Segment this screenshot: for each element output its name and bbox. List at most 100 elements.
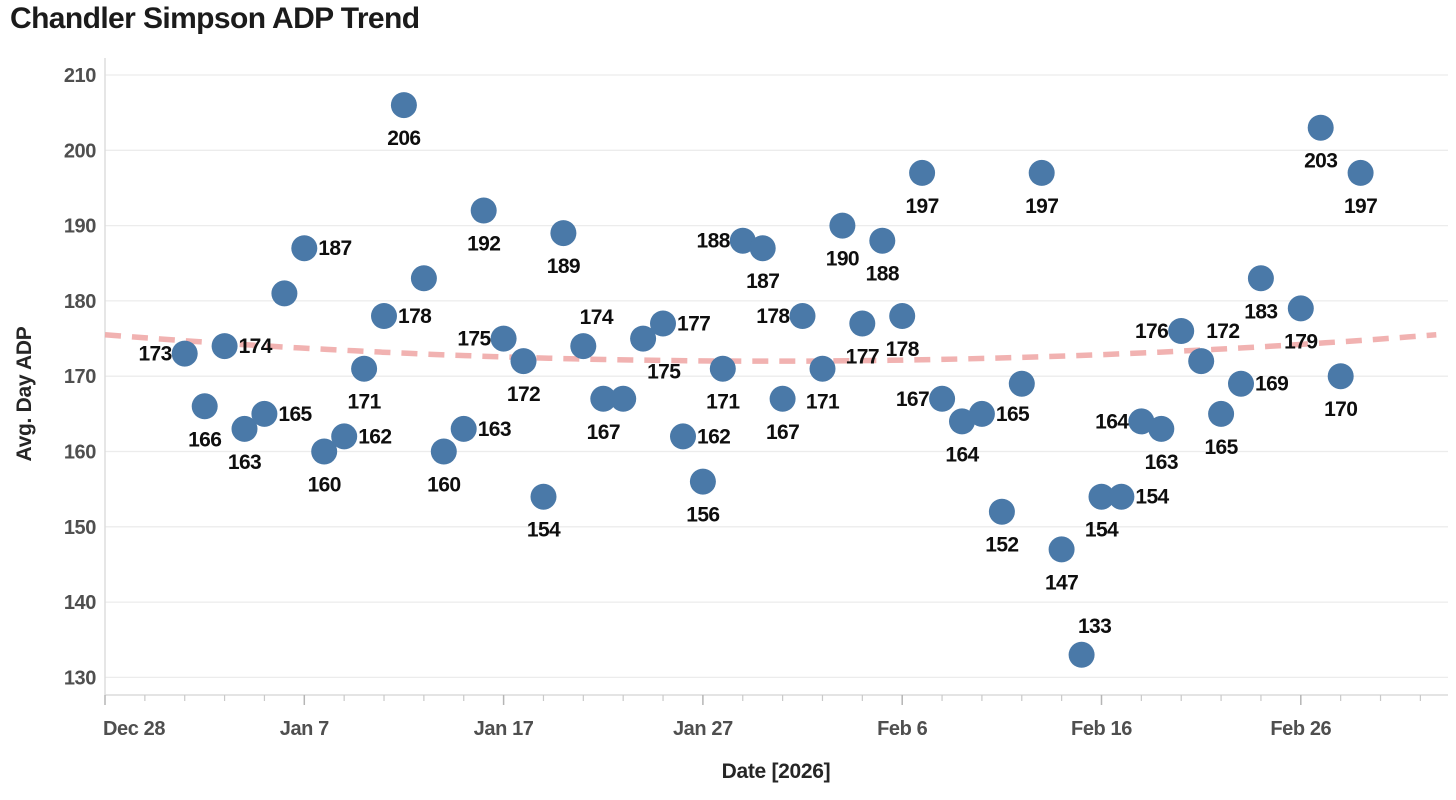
data-point[interactable]: Feb 14: 147 bbox=[1048, 536, 1075, 563]
data-point[interactable]: Jan 18: 172 bbox=[510, 348, 537, 375]
data-point[interactable]: Jan 10: 171 bbox=[351, 355, 378, 382]
data-point-label: 188 bbox=[697, 230, 731, 253]
data-point[interactable]: Jan 9: 162 bbox=[331, 423, 358, 450]
data-point[interactable]: Feb 2: 171 bbox=[809, 355, 836, 382]
data-point[interactable]: Jan 16: 192 bbox=[470, 197, 497, 224]
data-point[interactable]: Jan 13: 183 bbox=[410, 265, 437, 292]
gridlines-layer bbox=[105, 74, 1448, 679]
data-point[interactable]: Feb 20: 176 bbox=[1168, 318, 1195, 344]
data-point[interactable]: Feb 13: 197 bbox=[1028, 159, 1055, 186]
data-point[interactable]: Jan 22: 167 bbox=[590, 385, 617, 412]
data-point[interactable]: Jan 30: 187 bbox=[749, 235, 776, 262]
data-point[interactable]: Feb 18: 164 bbox=[1128, 408, 1155, 435]
y-tick-label: 160 bbox=[64, 442, 96, 464]
data-point[interactable]: Jan 8: 160 bbox=[311, 438, 338, 465]
data-point[interactable]: Jan 3: 174 bbox=[211, 333, 238, 360]
data-point-label: 174 bbox=[580, 306, 614, 329]
data-point-label: 187 bbox=[746, 270, 779, 293]
data-point[interactable]: Feb 22: 165 bbox=[1208, 400, 1235, 427]
data-point[interactable]: Feb 3: 190 bbox=[829, 212, 856, 239]
data-point[interactable]: Feb 12: 169 bbox=[1008, 370, 1035, 397]
data-point[interactable]: Jan 6: 181 bbox=[271, 280, 298, 307]
y-tick-label: 190 bbox=[64, 216, 96, 238]
y-tick-label: 140 bbox=[64, 592, 96, 614]
data-point[interactable]: Jan 29: 188 bbox=[729, 227, 756, 254]
data-point-label: 163 bbox=[478, 418, 511, 441]
data-point-label: 133 bbox=[1078, 615, 1111, 638]
data-point-label: 152 bbox=[985, 534, 1018, 557]
data-point-label: 183 bbox=[1244, 300, 1277, 323]
data-point-label: 160 bbox=[308, 474, 341, 497]
data-point-label: 178 bbox=[756, 305, 790, 328]
data-point-label: 164 bbox=[945, 443, 979, 466]
data-point[interactable]: Feb 23: 169 bbox=[1228, 370, 1254, 397]
y-tick-label: 210 bbox=[64, 65, 96, 87]
data-point[interactable]: Feb 7: 197 bbox=[909, 159, 936, 186]
data-point[interactable]: Feb 10: 165 bbox=[968, 400, 995, 427]
data-point-label: 197 bbox=[1344, 195, 1377, 218]
data-point-label: 163 bbox=[1145, 451, 1178, 474]
chart-title: Chandler Simpson ADP Trend bbox=[10, 2, 420, 35]
data-point[interactable]: Feb 27: 203 bbox=[1307, 114, 1334, 141]
data-point[interactable]: Feb 5: 188 bbox=[869, 227, 896, 254]
data-point[interactable]: Feb 15: 133 bbox=[1068, 641, 1095, 668]
data-point-label: 206 bbox=[387, 127, 420, 150]
data-point-label: 197 bbox=[1025, 195, 1058, 218]
data-point[interactable]: Jan 19: 154 bbox=[530, 483, 557, 510]
data-point[interactable]: Jan 31: 167 bbox=[769, 385, 796, 412]
data-point-label: 162 bbox=[697, 425, 730, 448]
data-point[interactable]: Feb 4: 177 bbox=[849, 310, 876, 337]
data-point[interactable]: Feb 16: 154 bbox=[1088, 483, 1115, 510]
data-point[interactable]: Jan 5: 165 bbox=[251, 400, 278, 427]
data-point-label: 163 bbox=[228, 451, 261, 474]
data-point[interactable]: Jan 21: 174 bbox=[570, 333, 597, 360]
data-point-label: 160 bbox=[427, 474, 460, 497]
x-tick-label: Feb 6 bbox=[877, 718, 928, 740]
data-point[interactable]: Jan 14: 160 bbox=[430, 438, 457, 465]
data-point-label: 169 bbox=[1255, 373, 1288, 396]
data-point[interactable]: Feb 8: 167 bbox=[929, 385, 956, 412]
data-point[interactable]: Jan 12: 206 bbox=[390, 92, 417, 119]
data-point-label: 177 bbox=[846, 346, 879, 369]
data-point[interactable]: Jan 7: 187 bbox=[291, 235, 318, 262]
data-point[interactable]: Feb 28: 170 bbox=[1327, 363, 1354, 390]
data-point[interactable]: Jan 2: 166 bbox=[191, 393, 218, 420]
data-point[interactable]: Jan 15: 163 bbox=[450, 415, 477, 442]
y-tick-label: 180 bbox=[64, 291, 96, 313]
data-point[interactable]: Feb 24: 183 bbox=[1247, 265, 1274, 292]
data-point-label: 192 bbox=[467, 233, 500, 256]
data-point[interactable]: Jan 11: 178 bbox=[371, 303, 397, 329]
data-point[interactable]: Jan 28: 171 bbox=[709, 355, 736, 382]
data-point[interactable]: Feb 17: 154 bbox=[1108, 483, 1135, 510]
data-point[interactable]: Feb 21: 172 bbox=[1188, 348, 1215, 375]
data-point-label: 187 bbox=[318, 237, 351, 260]
data-point[interactable]: Feb 26: 179 bbox=[1287, 295, 1314, 322]
x-axis-title: Date [2026] bbox=[722, 760, 831, 783]
data-point[interactable]: Jan 24: 175 bbox=[630, 325, 657, 352]
data-point-label: 167 bbox=[766, 421, 799, 444]
data-point[interactable]: Jan 17: 175 bbox=[490, 325, 517, 352]
data-point[interactable]: Jan 26: 162 bbox=[670, 423, 696, 450]
data-point[interactable]: Feb 9: 164 bbox=[949, 408, 975, 435]
data-point[interactable]: Feb 1: 178 bbox=[789, 303, 816, 329]
data-point[interactable]: Feb 19: 163 bbox=[1148, 415, 1175, 442]
data-point[interactable]: Feb 6: 178 bbox=[889, 303, 916, 329]
data-point-label: 165 bbox=[996, 403, 1030, 426]
data-point[interactable]: Jan 23: 167 bbox=[610, 385, 637, 412]
data-point-label: 172 bbox=[1206, 320, 1239, 343]
data-point[interactable]: Feb 11: 152 bbox=[988, 498, 1015, 525]
data-point-label: 178 bbox=[398, 305, 432, 328]
data-point-label: 171 bbox=[806, 391, 840, 414]
data-point[interactable]: Mar 1: 197 bbox=[1347, 159, 1374, 186]
data-point-label: 165 bbox=[1204, 436, 1238, 459]
data-point[interactable]: Jan 27: 156 bbox=[689, 468, 716, 495]
data-point[interactable]: Jan 4: 163 bbox=[231, 415, 258, 442]
x-tick-label: Feb 16 bbox=[1071, 718, 1132, 740]
data-point-label: 172 bbox=[507, 383, 540, 406]
data-point-label: 162 bbox=[358, 425, 391, 448]
data-point[interactable]: Jan 20: 189 bbox=[550, 220, 577, 247]
data-point[interactable]: Jan 1: 173 bbox=[171, 340, 198, 367]
data-point[interactable]: Jan 25: 177 bbox=[650, 310, 676, 337]
data-point-label: 190 bbox=[826, 248, 859, 271]
